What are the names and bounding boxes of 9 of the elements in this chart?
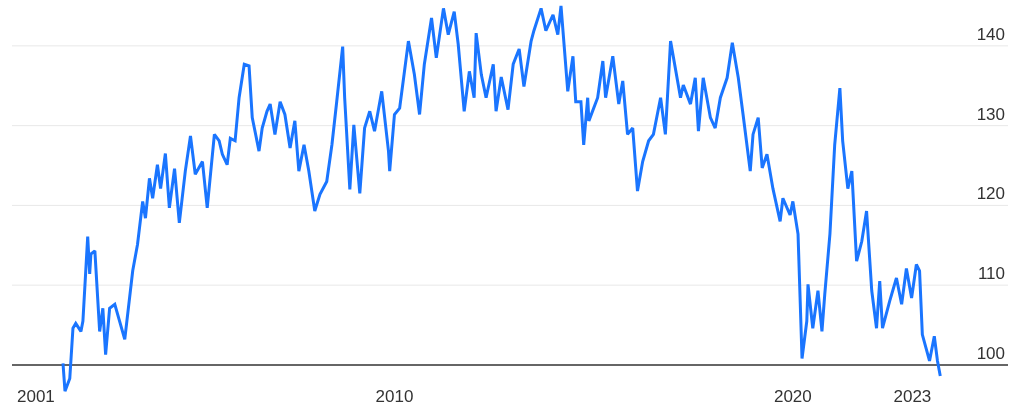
y-tick-label: 130 — [976, 104, 1005, 124]
x-tick-label: 2010 — [375, 386, 414, 406]
x-tick-label: 2023 — [893, 386, 932, 406]
y-tick-label: 120 — [976, 184, 1005, 204]
x-tick-label: 2020 — [773, 386, 812, 406]
x-tick-label: 2001 — [16, 386, 55, 406]
y-tick-label: 140 — [976, 24, 1005, 44]
y-tick-label: 110 — [977, 264, 1005, 284]
y-tick-label: 100 — [976, 343, 1005, 363]
